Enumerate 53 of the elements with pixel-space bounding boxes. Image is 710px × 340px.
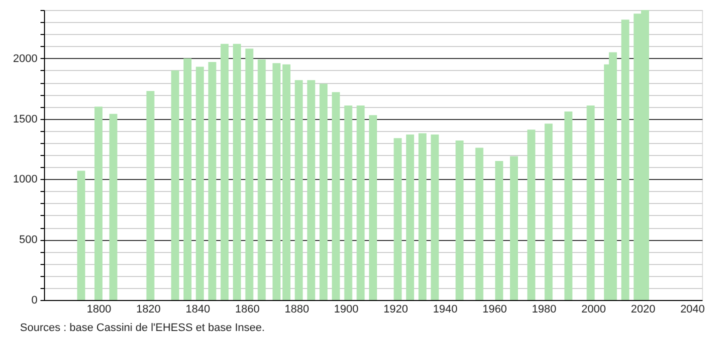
bar: [495, 161, 504, 300]
bar: [171, 70, 180, 300]
x-tick-label: 1940: [432, 304, 458, 316]
source-note: Sources : base Cassini de l'EHESS et base Insee.: [20, 322, 265, 334]
x-tick-label: 1800: [86, 304, 112, 316]
bar: [430, 134, 439, 300]
bar: [332, 92, 340, 300]
bar: [184, 58, 192, 300]
bar: [418, 133, 426, 300]
y-tick-label: 500: [19, 234, 38, 246]
bar: [208, 62, 216, 300]
bar: [356, 105, 365, 300]
bar: [475, 148, 484, 300]
bar: [586, 105, 595, 300]
x-tick-label: 1920: [384, 304, 408, 316]
bar: [406, 134, 414, 300]
bar: [258, 60, 266, 300]
x-tick-label: 1900: [334, 304, 359, 316]
bar: [456, 140, 464, 300]
x-tick-label: 1960: [482, 304, 507, 316]
x-tick-label: 2040: [680, 304, 705, 316]
x-tick-label: 1860: [235, 304, 260, 316]
x-tick-label: 1840: [186, 304, 210, 316]
x-tick-label: 1880: [284, 304, 310, 316]
y-tick-label: 1000: [13, 174, 38, 186]
bar: [232, 44, 241, 300]
bar: [220, 44, 229, 300]
x-tick-label: 2020: [630, 304, 656, 316]
bar: [621, 20, 630, 300]
bar: [564, 112, 572, 300]
bar: [369, 115, 377, 300]
bar: [282, 64, 290, 300]
bar: [344, 105, 352, 300]
x-tick-label: 1980: [532, 304, 556, 316]
bar: [527, 130, 536, 300]
y-tick-label: 0: [31, 294, 38, 306]
bar: [245, 48, 254, 300]
bar: [307, 80, 316, 300]
bar: [196, 66, 204, 300]
y-tick-label: 2000: [13, 52, 38, 65]
bar: [544, 124, 553, 300]
y-tick-label: 1500: [13, 113, 38, 126]
bar: [320, 84, 328, 300]
bar: [94, 106, 102, 300]
bar: [510, 156, 518, 300]
bar: [394, 138, 402, 300]
x-tick-label: 1820: [136, 304, 161, 316]
bar: [77, 170, 86, 300]
bar: [146, 90, 154, 300]
x-tick-label: 2000: [581, 304, 606, 316]
bar: [294, 80, 303, 300]
bar: [272, 63, 281, 300]
bar: [109, 114, 118, 300]
